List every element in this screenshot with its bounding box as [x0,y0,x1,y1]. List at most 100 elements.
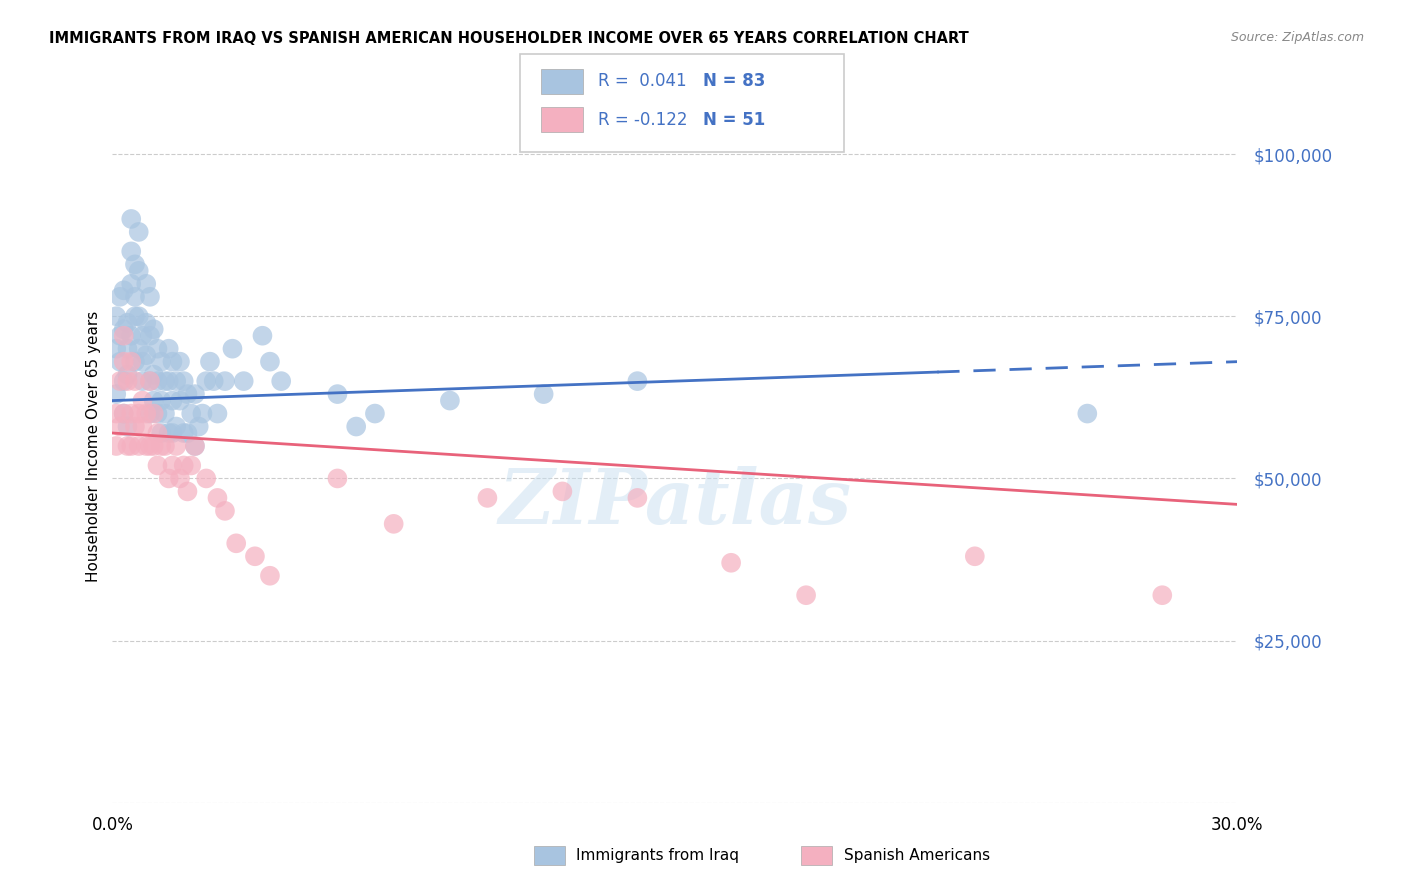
Point [142,407,165,421]
Point [135,439,157,453]
Point [131,419,153,434]
Y-axis label: Householder Income Over 65 years: Householder Income Over 65 years [86,310,101,582]
Point [150,425,173,440]
Point [105,342,128,356]
Point [131,393,153,408]
Point [135,316,157,330]
Point [153,407,176,421]
Point [259,354,281,368]
Point [108,419,131,434]
Point [157,425,180,440]
Point [112,354,135,368]
Point [153,374,176,388]
Point [1076,407,1098,421]
Point [142,439,165,453]
Point [135,277,157,291]
Point [117,439,139,453]
Point [142,368,165,382]
Point [214,374,236,388]
Point [146,374,169,388]
Point [120,244,142,259]
Point [344,419,367,434]
Point [214,504,236,518]
Point [139,374,162,388]
Point [124,374,146,388]
Point [120,439,142,453]
Point [146,425,169,440]
Text: N = 83: N = 83 [703,72,765,90]
Point [112,322,135,336]
Point [105,439,128,453]
Point [191,407,214,421]
Point [270,374,292,388]
Text: R =  0.041: R = 0.041 [598,72,686,90]
Point [135,348,157,362]
Point [105,310,128,324]
Point [184,439,207,453]
Point [173,458,195,473]
Point [195,374,218,388]
Point [131,354,153,368]
Point [124,419,146,434]
Point [477,491,499,505]
Point [108,354,131,368]
Point [142,393,165,408]
Point [146,342,169,356]
Point [439,393,461,408]
Point [117,342,139,356]
Point [120,328,142,343]
Point [382,516,405,531]
Point [108,374,131,388]
Point [124,310,146,324]
Point [202,374,225,388]
Point [150,439,173,453]
Point [112,374,135,388]
Point [139,374,162,388]
Point [195,471,218,485]
Point [184,439,207,453]
Point [108,328,131,343]
Point [112,407,135,421]
Text: Spanish Americans: Spanish Americans [844,848,990,863]
Point [232,374,254,388]
Text: N = 51: N = 51 [703,111,765,128]
Point [720,556,742,570]
Point [139,439,162,453]
Point [157,342,180,356]
Point [117,368,139,382]
Point [105,387,128,401]
Point [124,354,146,368]
Point [180,458,202,473]
Point [794,588,817,602]
Point [112,407,135,421]
Point [259,568,281,582]
Point [626,491,648,505]
Point [207,407,229,421]
Point [139,328,162,343]
Point [117,316,139,330]
Point [124,290,146,304]
Point [169,354,191,368]
Point [124,257,146,271]
Point [131,328,153,343]
Point [165,374,187,388]
Text: Immigrants from Iraq: Immigrants from Iraq [576,848,740,863]
Point [162,425,184,440]
Point [162,354,184,368]
Point [180,407,202,421]
Point [135,407,157,421]
Point [150,354,173,368]
Point [139,290,162,304]
Point [165,419,187,434]
Point [207,491,229,505]
Text: Source: ZipAtlas.com: Source: ZipAtlas.com [1230,31,1364,45]
Point [146,458,169,473]
Point [128,439,150,453]
Point [117,419,139,434]
Point [120,211,142,226]
Point [225,536,247,550]
Point [173,374,195,388]
Point [146,407,169,421]
Point [963,549,986,564]
Point [120,277,142,291]
